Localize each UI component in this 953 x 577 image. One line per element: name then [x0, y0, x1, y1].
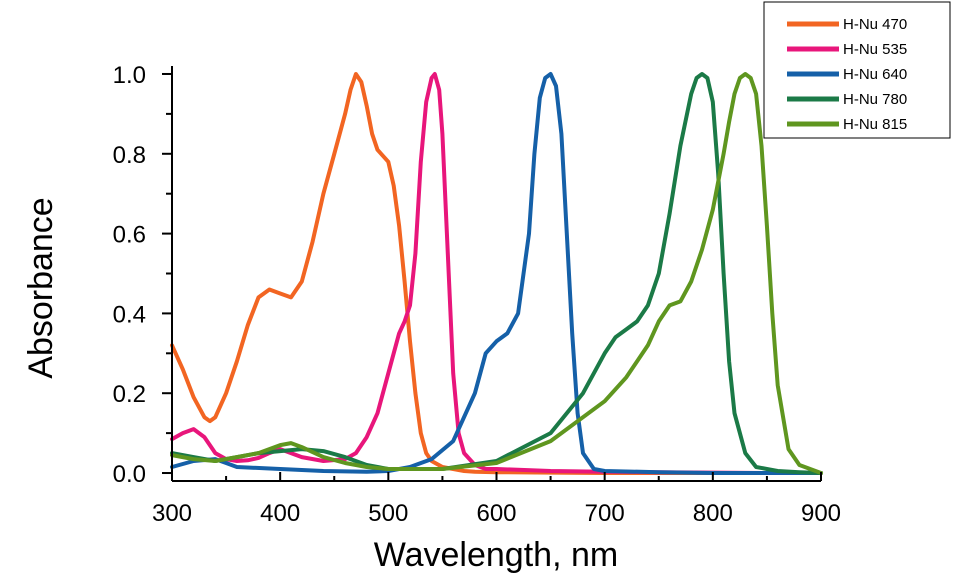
x-tick-label: 600: [476, 500, 516, 527]
series-line-1: [170, 72, 823, 475]
y-ticks: 0.0 0.2 0.4 0.6 0.8 1.0: [113, 62, 172, 488]
legend-label: H-Nu 815: [843, 116, 907, 133]
plot-series: [170, 72, 823, 475]
x-tick-label: 300: [152, 500, 192, 527]
series-line-3: [170, 72, 823, 475]
legend-label: H-Nu 535: [843, 41, 907, 58]
y-tick-label: 0.2: [113, 381, 146, 408]
y-tick-label: 0.0: [113, 461, 146, 488]
legend-label: H-Nu 780: [843, 91, 907, 108]
legend: H-Nu 470 H-Nu 535 H-Nu 640 H-Nu 780 H-Nu 815: [763, 1, 951, 139]
series-line-4: [170, 72, 823, 475]
y-tick-label: 0.6: [113, 222, 146, 249]
x-tick-label: 400: [260, 500, 300, 527]
legend-label: H-Nu 470: [843, 16, 907, 33]
x-ticks: 300 400 500 600 700 800 900: [152, 472, 841, 527]
y-tick-label: 0.8: [113, 142, 146, 169]
y-tick-label: 1.0: [113, 62, 146, 89]
x-tick-label: 800: [693, 500, 733, 527]
x-axis-title: Wavelength, nm: [374, 536, 618, 574]
series-line-5: [170, 72, 823, 475]
y-tick-label: 0.4: [113, 301, 146, 328]
y-axis-title: Absorbance: [22, 197, 60, 378]
x-tick-label: 700: [585, 500, 625, 527]
series-line-2: [170, 72, 823, 475]
x-tick-label: 500: [368, 500, 408, 527]
legend-label: H-Nu 640: [843, 66, 907, 83]
x-tick-label: 900: [801, 500, 841, 527]
